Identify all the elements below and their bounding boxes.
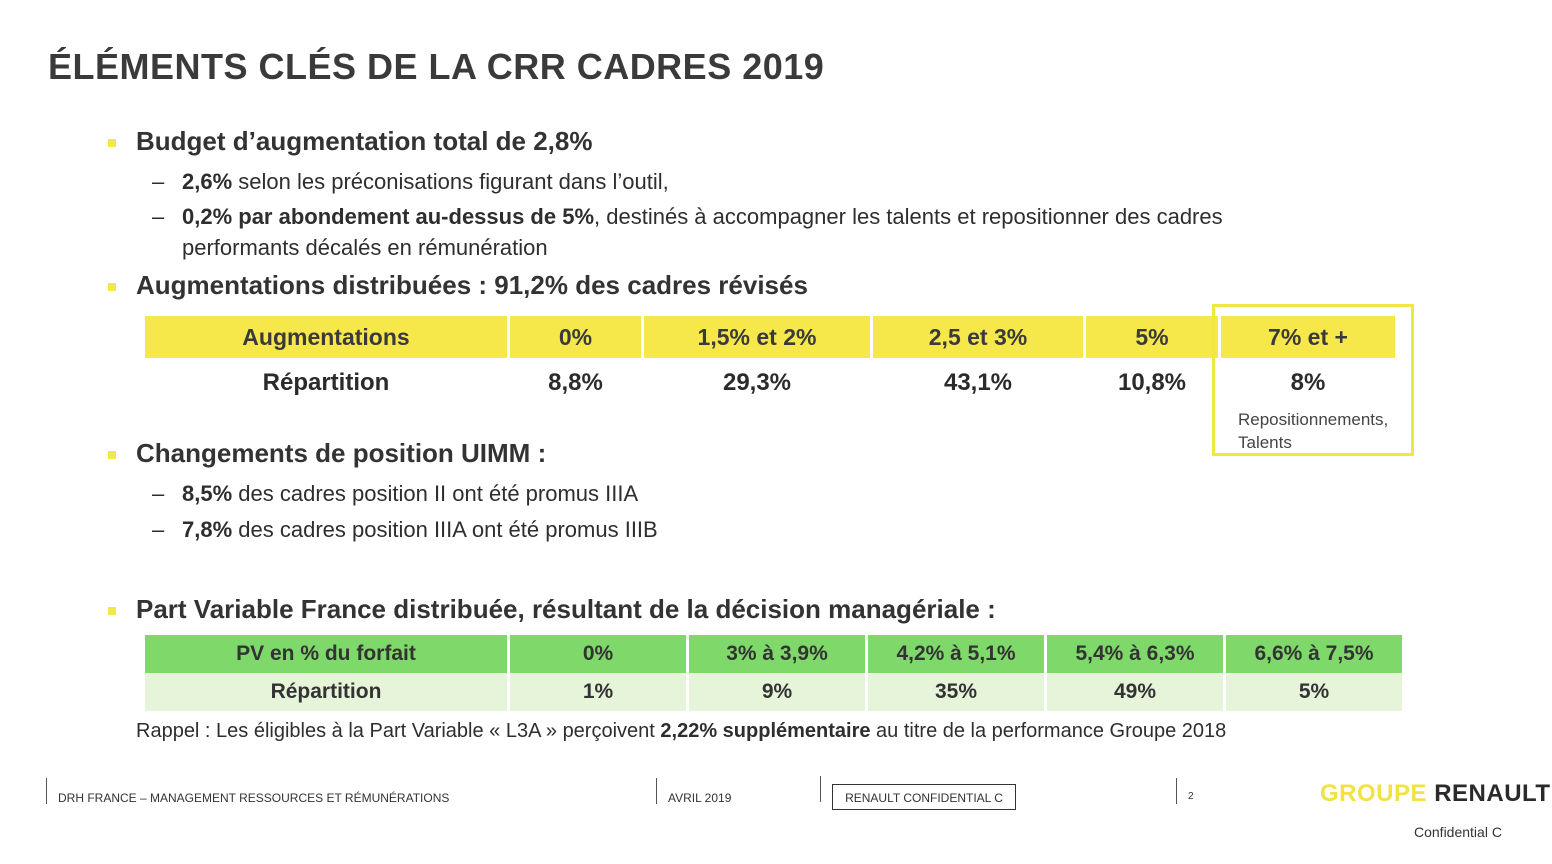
table-cell: 9% [689, 673, 865, 711]
sub-item: –7,8% des cadres position IIIA ont été p… [152, 517, 658, 542]
table-cell: 35% [868, 673, 1044, 711]
bullet-square-icon [108, 138, 116, 147]
table-header-cell: PV en % du forfait [145, 635, 507, 673]
dash-icon: – [152, 204, 165, 229]
bullet-square-icon [108, 606, 116, 615]
bullet-augmentations: Augmentations distribuées : 91,2% des ca… [108, 270, 808, 301]
dash-icon: – [152, 481, 165, 506]
bullet-square-icon [108, 282, 116, 291]
table-header-cell: 3% à 3,9% [689, 635, 865, 673]
table-header-cell: 2,5 et 3% [873, 316, 1083, 358]
highlight-box [1212, 304, 1414, 456]
table-header-cell: 5% [1086, 316, 1218, 358]
page-title: ÉLÉMENTS CLÉS DE LA CRR CADRES 2019 [48, 46, 825, 87]
table-header-cell: Augmentations [145, 316, 507, 358]
table-cell: 43,1% [873, 358, 1083, 408]
table-header-cell: 4,2% à 5,1% [868, 635, 1044, 673]
page-number: 2 [1188, 791, 1194, 802]
confidential-label: Confidential C [1414, 824, 1502, 840]
bullet-heading: Augmentations distribuées : 91,2% des ca… [136, 270, 808, 300]
table-header-cell: 6,6% à 7,5% [1226, 635, 1402, 673]
table-header-cell: 0% [510, 316, 641, 358]
table-cell: Répartition [145, 673, 507, 711]
bullet-square-icon [108, 450, 116, 459]
sub-item: –2,6% selon les préconisations figurant … [152, 169, 669, 194]
dash-icon: – [152, 517, 165, 542]
table-cell: 8,8% [510, 358, 641, 408]
table-cell: 10,8% [1086, 358, 1218, 408]
footer-department: DRH FRANCE – MANAGEMENT RESSOURCES ET RÉ… [58, 791, 450, 805]
table-header-cell: 0% [510, 635, 686, 673]
bullet-part-variable: Part Variable France distribuée, résulta… [108, 594, 996, 625]
bullet-heading: Changements de position UIMM : [136, 438, 547, 468]
augmentations-table: Augmentations 0% 1,5% et 2% 2,5 et 3% 5%… [142, 316, 1398, 408]
table-row: Répartition 1% 9% 35% 49% 5% [145, 673, 1402, 711]
table-header-cell: 1,5% et 2% [644, 316, 870, 358]
table-header-cell: 7% et + [1221, 316, 1395, 358]
table-cell: 29,3% [644, 358, 870, 408]
table-cell: 1% [510, 673, 686, 711]
footer-date: AVRIL 2019 [668, 791, 732, 805]
bullet-heading: Part Variable France distribuée, résulta… [136, 594, 996, 624]
table-cell: 5% [1226, 673, 1402, 711]
sub-item: –8,5% des cadres position II ont été pro… [152, 481, 639, 506]
footer-divider [820, 776, 821, 802]
footer-divider [1176, 778, 1177, 804]
part-variable-table: PV en % du forfait 0% 3% à 3,9% 4,2% à 5… [142, 635, 1405, 711]
confidential-box: RENAULT CONFIDENTIAL C [832, 784, 1016, 810]
bullet-changements: Changements de position UIMM : [108, 438, 546, 469]
table-cell: 8% [1221, 358, 1395, 408]
groupe-renault-logo: GROUPE RENAULT [1320, 780, 1551, 807]
table-row: Répartition 8,8% 29,3% 43,1% 10,8% 8% [145, 358, 1395, 408]
sub-item-continuation: performants décalés en rémunération [182, 235, 548, 260]
table-cell: Répartition [145, 358, 507, 408]
footer-divider [656, 778, 657, 804]
footer-divider [46, 778, 47, 804]
table-header-cell: 5,4% à 6,3% [1047, 635, 1223, 673]
bullet-heading: Budget d’augmentation total de 2,8% [136, 126, 593, 156]
table-header-row: Augmentations 0% 1,5% et 2% 2,5 et 3% 5%… [145, 316, 1395, 358]
table-header-row: PV en % du forfait 0% 3% à 3,9% 4,2% à 5… [145, 635, 1402, 673]
sub-item: –0,2% par abondement au-dessus de 5%, de… [152, 204, 1223, 229]
bullet-budget: Budget d’augmentation total de 2,8% [108, 126, 592, 157]
table-cell: 49% [1047, 673, 1223, 711]
rappel-note: Rappel : Les éligibles à la Part Variabl… [136, 720, 1227, 742]
dash-icon: – [152, 169, 165, 194]
repositionnements-note: Repositionnements, Talents [1238, 410, 1389, 452]
